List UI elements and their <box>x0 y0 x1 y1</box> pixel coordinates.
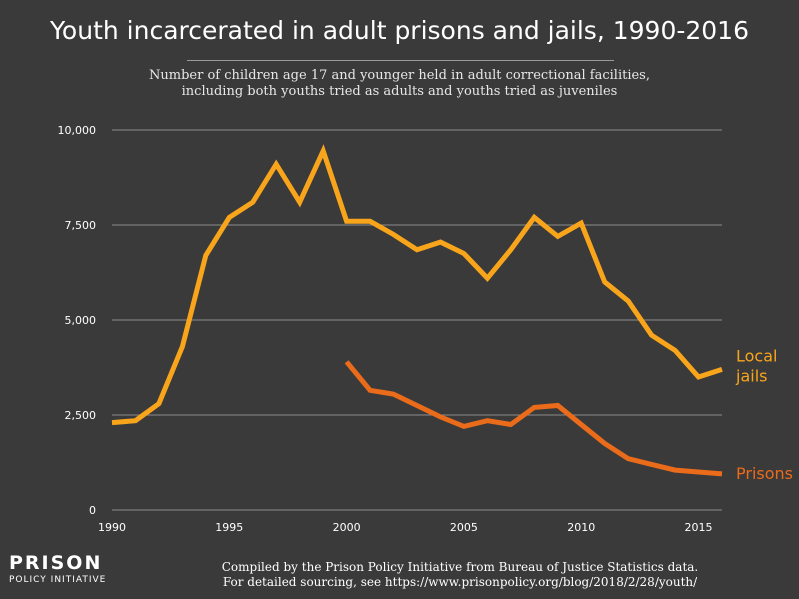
chart-title: Youth incarcerated in adult prisons and … <box>49 16 749 45</box>
series-label: jails <box>735 366 767 385</box>
y-tick-label: 0 <box>89 504 96 517</box>
subtitle-line-2: including both youths tried as adults an… <box>181 84 618 99</box>
prison-policy-initiative-logo: PRISON POLICY INITIATIVE <box>9 552 106 586</box>
y-tick-label: 2,500 <box>65 409 97 422</box>
series-line-local-jails <box>111 144 723 426</box>
title-divider <box>187 60 614 61</box>
logo-wordmark-bottom: POLICY INITIATIVE <box>9 575 107 585</box>
gridlines <box>112 129 722 511</box>
series-label: Local <box>736 346 777 365</box>
x-tick-label: 2015 <box>685 521 713 534</box>
source-line-1: Compiled by the Prison Policy Initiative… <box>221 560 699 574</box>
x-tick-label: 1990 <box>98 521 126 534</box>
x-axis-ticks: 1990 1995 2000 2005 2010 2015 <box>98 521 713 534</box>
source-line-2: For detailed sourcing, see https://www.p… <box>222 575 698 589</box>
series-lines <box>111 144 723 477</box>
y-tick-label: 10,000 <box>58 124 97 137</box>
chart-subtitle: Number of children age 17 and younger he… <box>0 68 799 100</box>
x-tick-label: 2010 <box>567 521 595 534</box>
x-tick-label: 2005 <box>450 521 478 534</box>
series-line-prisons <box>344 360 723 477</box>
subtitle-line-1: Number of children age 17 and younger he… <box>149 68 650 83</box>
y-axis-ticks: 0 2,500 5,000 7,500 10,000 <box>58 124 97 517</box>
logo-wordmark-top: PRISON <box>9 552 103 574</box>
y-tick-label: 7,500 <box>65 219 97 232</box>
series-label: Prisons <box>736 464 793 483</box>
x-tick-label: 1995 <box>215 521 243 534</box>
x-tick-label: 2000 <box>333 521 361 534</box>
y-tick-label: 5,000 <box>65 314 97 327</box>
source-note: Compiled by the Prison Policy Initiative… <box>180 560 740 590</box>
